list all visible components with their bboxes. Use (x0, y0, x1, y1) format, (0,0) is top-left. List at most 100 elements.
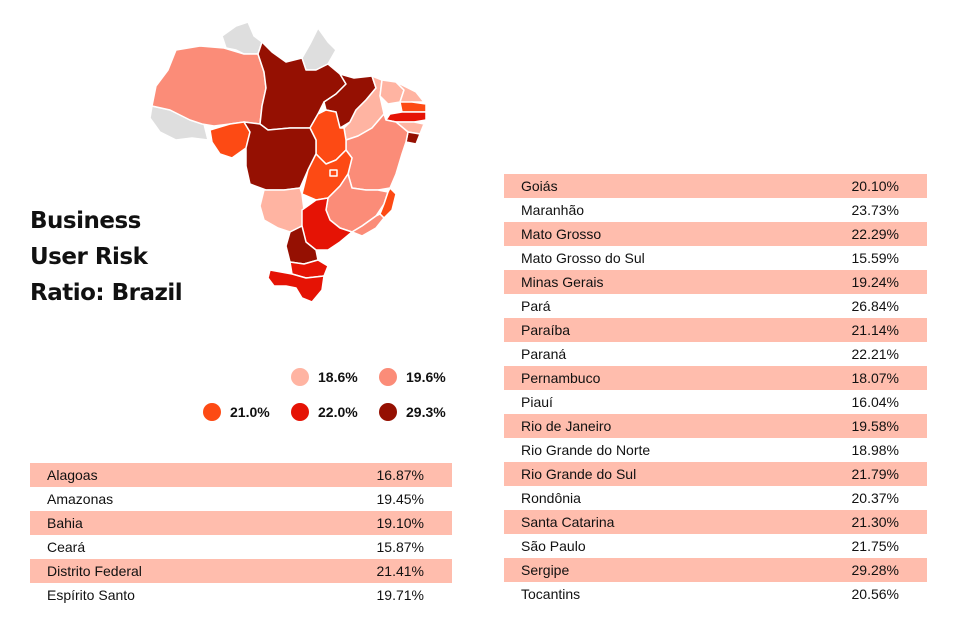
state-name: Rio Grande do Norte (521, 442, 651, 458)
legend-dot (203, 403, 221, 421)
table-row: Alagoas 16.87% (30, 463, 452, 487)
legend-dot (379, 368, 397, 386)
map-region-paraiba (399, 101, 427, 113)
risk-value: 21.79% (782, 462, 927, 486)
state-name: Sergipe (504, 558, 783, 582)
table-row: Distrito Federal 21.41% (30, 559, 452, 583)
map-region-distrito-federal (329, 169, 338, 177)
table-row: Mato Grosso do Sul 15.59% (504, 246, 927, 270)
risk-value: 29.28% (782, 558, 927, 582)
legend-item-2: 19.6% (379, 366, 446, 388)
brazil-map (149, 21, 427, 303)
legend-dot (291, 403, 309, 421)
state-name: Ceará (47, 539, 86, 555)
state-name: Pará (521, 298, 551, 314)
state-name: Pernambuco (504, 366, 783, 390)
table-row: Piauí 16.04% (504, 390, 927, 414)
table-row: Tocantins 20.56% (504, 582, 927, 606)
state-name: Paraná (521, 346, 567, 362)
state-name: Maranhão (521, 202, 585, 218)
table-row: Pará 26.84% (504, 294, 927, 318)
map-region-rondonia (209, 121, 251, 159)
risk-value: 19.24% (782, 270, 927, 294)
risk-value: 20.56% (851, 586, 899, 602)
risk-table-left: Alagoas 16.87% Amazonas 19.45% Bahia 19.10% Ce… (30, 463, 452, 607)
table-row: Rondônia 20.37% (504, 486, 927, 510)
legend-dot (291, 368, 309, 386)
legend-item-4: 22.0% (291, 401, 358, 423)
table-row: Paraíba 21.14% (504, 318, 927, 342)
table-row: Sergipe 29.28% (504, 558, 927, 582)
risk-value: 26.84% (851, 298, 899, 314)
legend-label: 21.0% (230, 404, 270, 420)
state-name: Rondônia (521, 490, 581, 506)
table-row: Amazonas 19.45% (30, 487, 452, 511)
risk-value: 23.73% (851, 202, 899, 218)
table-row: Rio de Janeiro 19.58% (504, 414, 927, 438)
legend-item-3: 21.0% (203, 401, 270, 423)
state-name: Rio Grande do Sul (504, 462, 783, 486)
map-region-mato-grosso (243, 121, 317, 191)
risk-value: 19.71% (376, 587, 424, 603)
risk-value: 20.37% (851, 490, 899, 506)
risk-table-right: Goiás 20.10% Maranhão 23.73% Mato Grosso 22.2… (504, 174, 927, 606)
table-row: Pernambuco 18.07% (504, 366, 927, 390)
risk-value: 21.41% (282, 559, 452, 583)
map-region-rio-grande-do-sul (267, 269, 325, 303)
table-row: Maranhão 23.73% (504, 198, 927, 222)
map-region-amapa (301, 27, 337, 71)
map-region-goias (301, 149, 353, 201)
state-name: Alagoas (30, 463, 283, 487)
risk-value: 16.87% (282, 463, 452, 487)
legend-item-5: 29.3% (379, 401, 446, 423)
legend-label: 18.6% (318, 369, 358, 385)
table-row: Minas Gerais 19.24% (504, 270, 927, 294)
state-name: Tocantins (521, 586, 581, 602)
page-title: Business User Risk Ratio: Brazil (30, 208, 183, 306)
risk-value: 18.98% (851, 442, 899, 458)
state-name: Piauí (521, 394, 553, 410)
state-name: Minas Gerais (504, 270, 783, 294)
state-name: Distrito Federal (30, 559, 283, 583)
risk-value: 21.30% (782, 510, 927, 534)
table-row: Paraná 22.21% (504, 342, 927, 366)
legend-item-1: 18.6% (291, 366, 358, 388)
legend-dot (379, 403, 397, 421)
map-region-espirito-santo (379, 187, 397, 219)
map-region-rio-de-janeiro (351, 213, 385, 237)
risk-value: 19.10% (282, 511, 452, 535)
table-row: Goiás 20.10% (504, 174, 927, 198)
risk-value: 15.59% (851, 250, 899, 266)
risk-value: 18.07% (782, 366, 927, 390)
state-name: Espírito Santo (47, 587, 135, 603)
risk-value: 20.10% (782, 174, 927, 198)
risk-value: 22.29% (782, 222, 927, 246)
state-name: Bahia (30, 511, 283, 535)
state-name: Paraíba (504, 318, 783, 342)
table-row: Ceará 15.87% (30, 535, 452, 559)
risk-value: 21.14% (782, 318, 927, 342)
map-regions (149, 21, 427, 303)
map-region-mato-grosso-do-sul (259, 187, 305, 233)
table-row: Santa Catarina 21.30% (504, 510, 927, 534)
legend-label: 22.0% (318, 404, 358, 420)
legend-label: 19.6% (406, 369, 446, 385)
legend-label: 29.3% (406, 404, 446, 420)
state-name: Rio de Janeiro (504, 414, 783, 438)
table-row: Espírito Santo 19.71% (30, 583, 452, 607)
risk-value: 15.87% (376, 539, 424, 555)
state-name: Amazonas (47, 491, 114, 507)
legend: 18.6% 19.6% 21.0% 22.0% 29.3% (195, 362, 457, 432)
state-name: Santa Catarina (504, 510, 783, 534)
risk-value: 16.04% (851, 394, 899, 410)
risk-value: 22.21% (851, 346, 899, 362)
state-name: Goiás (504, 174, 783, 198)
table-row: Mato Grosso 22.29% (504, 222, 927, 246)
risk-value: 19.45% (376, 491, 424, 507)
risk-value: 21.75% (851, 538, 899, 554)
state-name: Mato Grosso (504, 222, 783, 246)
table-row: Bahia 19.10% (30, 511, 452, 535)
table-row: Rio Grande do Norte 18.98% (504, 438, 927, 462)
state-name: São Paulo (521, 538, 586, 554)
risk-value: 19.58% (782, 414, 927, 438)
